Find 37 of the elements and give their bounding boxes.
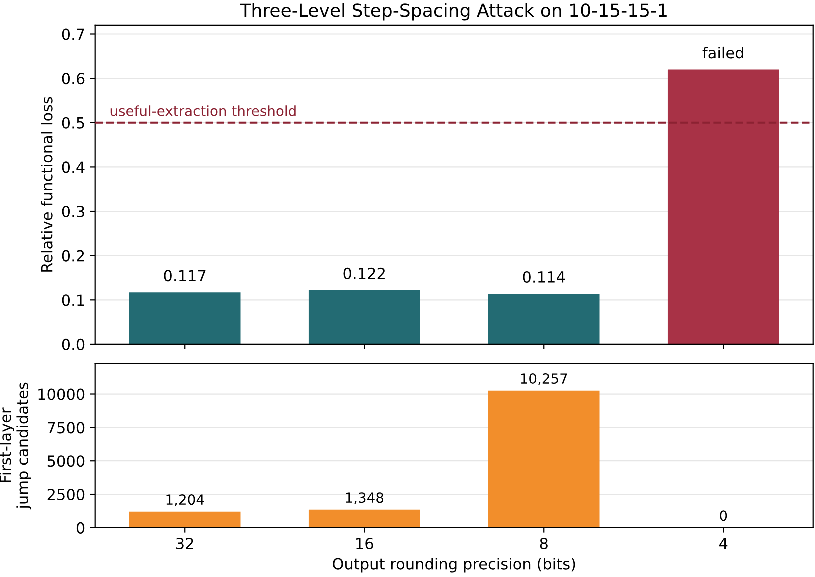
y-tick-label: 0.7 bbox=[62, 28, 84, 40]
y-tick-label: 10000 bbox=[38, 388, 85, 400]
bar bbox=[129, 292, 241, 344]
bar bbox=[308, 290, 420, 344]
y-tick-label: 0.5 bbox=[62, 117, 84, 129]
data-label: 10,257 bbox=[521, 374, 568, 386]
x-axis-title: Output rounding precision (bits) bbox=[333, 558, 576, 573]
x-tick-label: 32 bbox=[176, 538, 194, 550]
y-tick-label: 0.2 bbox=[62, 250, 84, 262]
data-label: 1,204 bbox=[166, 494, 204, 506]
y-tick-label: 0.1 bbox=[62, 294, 84, 306]
y-tick-label: 0 bbox=[76, 522, 85, 534]
y-tick-label: 0.0 bbox=[62, 338, 85, 350]
y-axis-title: First-layer jump candidates bbox=[0, 382, 32, 510]
data-label: 1,348 bbox=[346, 492, 384, 505]
data-label: 0.114 bbox=[523, 271, 566, 284]
bar bbox=[488, 294, 600, 344]
y-tick-label: 5000 bbox=[48, 456, 85, 468]
y-tick-label: 2500 bbox=[48, 488, 85, 501]
y-tick-label: 0.4 bbox=[62, 162, 85, 174]
bar bbox=[308, 510, 420, 528]
y-tick-label: 0.6 bbox=[62, 73, 85, 85]
x-tick-label: 16 bbox=[356, 538, 374, 550]
data-label: 0.117 bbox=[164, 270, 206, 282]
chart-title: Three-Level Step-Spacing Attack on 10-15-15-1 bbox=[240, 3, 667, 21]
y-tick-label: 7500 bbox=[48, 422, 85, 434]
ref-line-label: useful-extraction threshold bbox=[110, 106, 296, 116]
data-label: failed bbox=[702, 46, 744, 59]
data-label: 0 bbox=[720, 510, 728, 522]
x-tick-label: 4 bbox=[720, 538, 728, 550]
data-label: 0.122 bbox=[344, 268, 385, 280]
bar bbox=[668, 70, 780, 344]
y-tick-label: 0.3 bbox=[62, 206, 84, 218]
y-axis-title: Relative functional loss bbox=[40, 97, 53, 272]
bar bbox=[129, 512, 241, 528]
bar bbox=[488, 390, 600, 528]
x-tick-label: 8 bbox=[540, 538, 548, 550]
